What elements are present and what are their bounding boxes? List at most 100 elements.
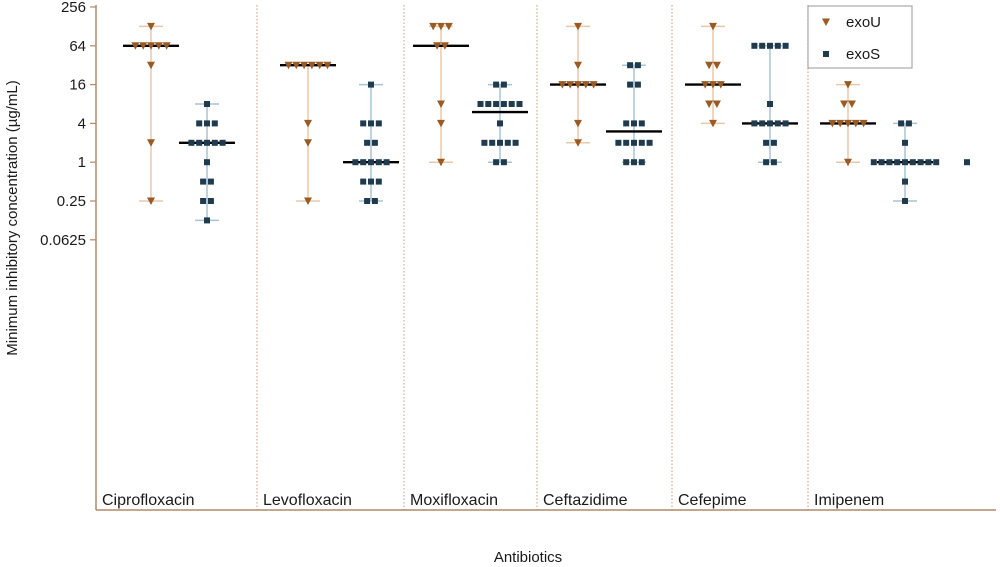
exou-point xyxy=(429,22,438,31)
exos-point xyxy=(360,120,367,127)
exos-point xyxy=(207,178,214,185)
exos-point xyxy=(627,62,634,69)
exos-point xyxy=(204,217,210,224)
exou-point xyxy=(433,42,442,50)
exos-point xyxy=(211,139,218,146)
y-axis-title: Minimum inhibitory concentration (µg/mL) xyxy=(4,80,21,355)
exou-point xyxy=(440,42,449,50)
exos-point xyxy=(481,139,488,146)
exou-point xyxy=(437,119,445,128)
exou-point xyxy=(705,100,714,108)
exou-point xyxy=(162,42,171,50)
exos-point xyxy=(933,159,940,166)
exos-point xyxy=(751,120,758,127)
exou-point xyxy=(574,22,582,31)
exou-point xyxy=(437,158,445,167)
y-tick-label: 4 xyxy=(78,115,86,132)
category-label: Ceftazidime xyxy=(543,492,628,509)
exos-point xyxy=(909,159,916,166)
exos-point xyxy=(493,81,500,88)
exou-point xyxy=(154,42,163,50)
exos-point xyxy=(516,101,523,107)
exos-point xyxy=(774,42,781,49)
exos-point xyxy=(200,198,207,204)
exou-point xyxy=(709,22,717,31)
legend-label: exoU xyxy=(846,14,881,31)
exou-point xyxy=(840,100,849,108)
exou-point xyxy=(315,61,324,70)
exou-point xyxy=(437,22,445,31)
exou-point xyxy=(147,139,155,147)
category-label: Levofloxacin xyxy=(263,492,352,509)
exou-point xyxy=(444,22,453,31)
exou-point xyxy=(292,61,301,70)
exos-point xyxy=(623,120,630,127)
exos-point xyxy=(767,42,773,49)
exos-point xyxy=(204,159,210,166)
exos-point xyxy=(219,139,226,146)
exou-point xyxy=(574,61,582,70)
exos-point xyxy=(770,139,777,146)
exos-point xyxy=(902,198,908,204)
exos-point xyxy=(497,120,503,127)
exos-point xyxy=(204,139,210,146)
exou-point xyxy=(716,81,725,89)
axes-layer xyxy=(95,5,996,511)
exos-point xyxy=(383,159,390,166)
exos-point xyxy=(368,120,374,127)
exos-point xyxy=(204,101,210,107)
exou-point xyxy=(574,119,582,128)
legend-box xyxy=(807,5,913,69)
exou-point xyxy=(147,61,155,70)
background-layer xyxy=(256,5,809,510)
exos-point xyxy=(767,101,773,107)
exou-point xyxy=(712,61,721,70)
exos-point xyxy=(368,178,374,185)
exos-point xyxy=(504,139,511,146)
category-label: Imipenem xyxy=(814,492,884,509)
legend-marker-exos xyxy=(823,51,829,57)
exou-point xyxy=(581,81,590,89)
exos-point xyxy=(902,159,908,166)
exos-point xyxy=(634,81,641,88)
x-axis-title: Antibiotics xyxy=(494,549,562,566)
exou-point xyxy=(859,119,868,128)
exos-point xyxy=(886,159,893,166)
exos-point xyxy=(375,120,382,127)
exos-point xyxy=(763,159,770,166)
exos-point xyxy=(782,120,789,127)
exos-point xyxy=(477,101,484,107)
exos-point xyxy=(207,198,214,204)
exou-point xyxy=(323,61,332,70)
category-labels-layer: Ciprofloxacin Levofloxacin Moxifloxacin Cef… xyxy=(102,492,884,509)
exou-point xyxy=(131,42,140,50)
exos-point xyxy=(375,178,382,185)
exos-point xyxy=(497,139,503,146)
exou-point xyxy=(709,119,717,128)
exou-point xyxy=(844,81,852,89)
exos-point xyxy=(493,101,500,107)
exos-point xyxy=(196,120,203,127)
y-ticks-layer: 256 64 16 4 1 0.25 0.0625 xyxy=(40,0,96,249)
exos-point xyxy=(368,81,374,88)
exou-point xyxy=(139,42,148,50)
exou-point xyxy=(304,119,312,128)
exou-point xyxy=(828,119,837,128)
exos-point xyxy=(925,159,932,166)
exos-point xyxy=(638,159,645,166)
exou-point xyxy=(307,61,316,70)
exou-point xyxy=(304,139,312,147)
exos-point xyxy=(500,159,507,166)
exos-point xyxy=(634,62,641,69)
exos-point xyxy=(512,139,519,146)
exos-point xyxy=(623,159,630,166)
exou-point xyxy=(701,81,710,89)
exos-point xyxy=(371,198,378,204)
exou-point xyxy=(558,81,567,89)
exos-point xyxy=(638,139,645,146)
exos-point xyxy=(211,120,218,127)
exos-point xyxy=(485,101,492,107)
exou-point xyxy=(589,81,598,89)
exos-point xyxy=(763,139,770,146)
